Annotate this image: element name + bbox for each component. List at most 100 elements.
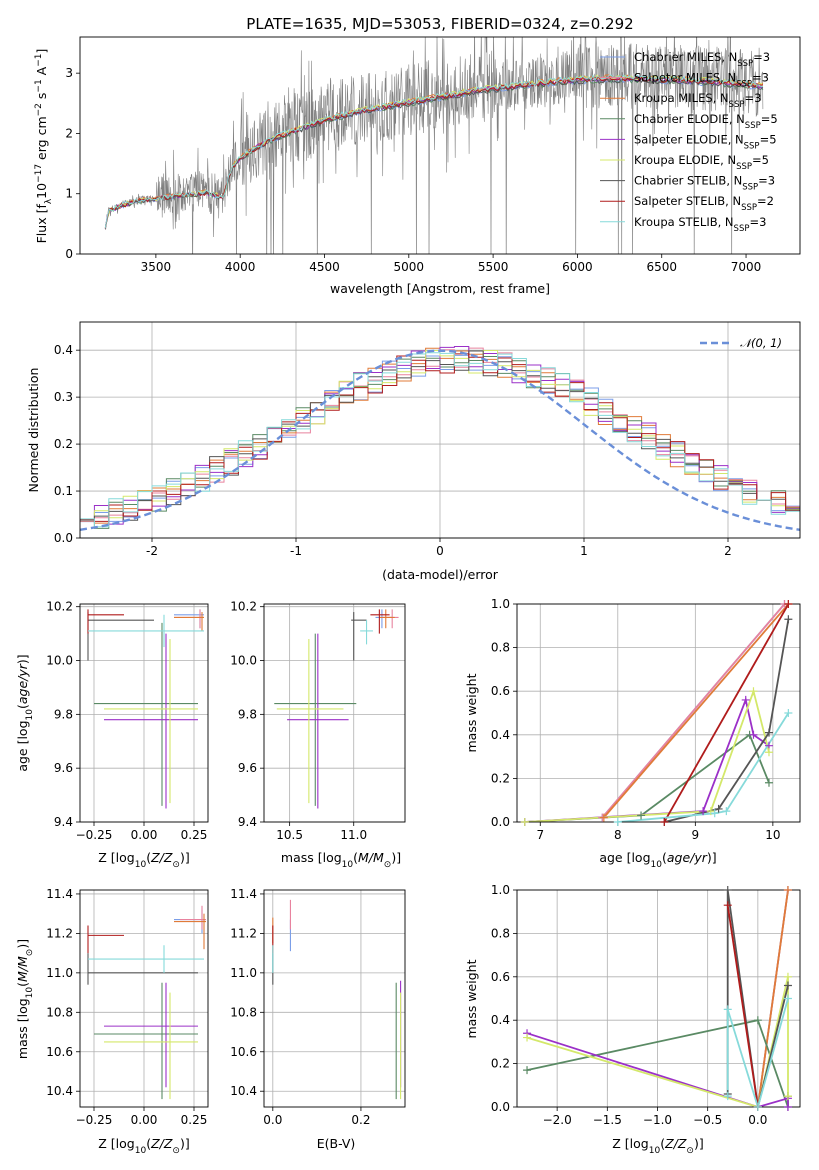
legend-entry: Salpeter STELIB, NSSP=2 <box>634 194 774 213</box>
label-part: λ <box>44 198 54 204</box>
legend-name: Chabrier STELIB, N <box>634 174 742 188</box>
y-tick-label: 0.6 <box>491 684 510 698</box>
figure-title: PLATE=1635, MJD=53053, FIBERID=0324, z=0… <box>246 15 633 33</box>
legend-sub: SSP <box>745 121 761 131</box>
series-point <box>722 807 731 816</box>
series-point <box>613 818 622 826</box>
series-point <box>723 901 732 910</box>
x-tick-label: 7 <box>536 828 544 842</box>
legend-sub: SSP <box>734 224 750 234</box>
y-tick-label: 0.8 <box>491 926 510 940</box>
series-point <box>783 981 792 990</box>
legend-sub: SSP <box>741 203 757 213</box>
legend-entry: Chabrier ELODIE, NSSP=5 <box>634 112 778 131</box>
legend-name: Salpeter STELIB, N <box>634 194 741 208</box>
x-axis-label: Z [log10(Z/Z⊙)] <box>612 1136 703 1156</box>
y-tick-label: 9.4 <box>54 815 73 829</box>
label-part: )] <box>15 939 30 949</box>
weight-vs-Z-frame <box>516 889 801 1108</box>
label-part: −1 <box>34 79 44 92</box>
label-part: ( <box>146 1136 151 1151</box>
series-point <box>723 1092 732 1101</box>
series-point <box>783 1092 792 1101</box>
mass-vs-ebv-axes: 0.0 0.2 10.4 10.6 10.8 11.0 11.2 11.4 E(B-V) <box>230 887 406 1151</box>
legend-nssp: =5 <box>760 132 777 146</box>
y-tick-label: 3 <box>65 66 73 80</box>
label-part: Z [log <box>612 1136 648 1151</box>
spectrum-data-line <box>105 37 764 254</box>
y-tick-label: 0.6 <box>491 970 510 984</box>
series-point <box>637 811 646 820</box>
y-tick-label: 0.2 <box>491 771 510 785</box>
x-tick-label: 6500 <box>646 260 677 274</box>
series-point <box>523 1066 532 1075</box>
histogram-step-line <box>80 346 800 525</box>
mass-vs-ebv-frame <box>263 889 406 1108</box>
legend-name: Kroupa STELIB, N <box>634 215 734 229</box>
series-line <box>726 905 759 1107</box>
series-point <box>741 695 750 704</box>
age-vs-mass-plot <box>274 609 399 809</box>
label-part: −2 <box>34 103 44 116</box>
x-axis-label: age [log10(age/yr)] <box>599 850 716 870</box>
label-part: ( <box>15 982 30 987</box>
x-tick-label: 1 <box>580 544 588 558</box>
y-axis-label: mass [log10(M/M⊙)] <box>15 939 35 1059</box>
label-part: Z [log <box>98 1136 134 1151</box>
series-line <box>757 890 789 1107</box>
normal-curve <box>80 349 800 531</box>
x-tick-label: 10 <box>765 828 780 842</box>
y-tick-label: 0 <box>65 247 73 261</box>
label-part: )] <box>391 850 401 865</box>
label-part: ( <box>662 850 667 865</box>
legend-name: Salpeter ELODIE, N <box>634 132 744 146</box>
legend-name: Kroupa ELODIE, N <box>634 153 736 167</box>
series-point <box>783 972 792 981</box>
series-line <box>524 688 770 822</box>
series-point <box>749 730 758 739</box>
label-part: ( <box>353 850 358 865</box>
mass-vs-ebv-plot <box>272 899 402 1100</box>
series-line <box>663 604 790 822</box>
series-point <box>710 809 719 818</box>
series-line <box>726 890 789 1107</box>
legend-entry: Kroupa ELODIE, NSSP=5 <box>634 153 769 172</box>
x-tick-label: −0.5 <box>693 1113 722 1127</box>
series-line <box>526 1032 789 1107</box>
series-line <box>664 619 790 822</box>
label-part: ⊙ <box>172 860 180 870</box>
label-part: 10 <box>135 860 147 870</box>
label-part: Flux [f <box>34 204 49 244</box>
legend-sub: SSP <box>742 183 758 193</box>
legend-nssp: =3 <box>753 50 770 64</box>
series-point <box>784 615 793 624</box>
label-part: ⊙ <box>25 949 35 957</box>
y-tick-label: 0.4 <box>491 728 510 742</box>
x-tick-label: 5500 <box>478 260 509 274</box>
residual-hist-plot <box>80 346 800 531</box>
y-axis-label: mass weight <box>464 673 479 752</box>
spectrum-axes: 3500 4000 4500 5000 5500 6000 6500 7000 0 1 2 3 wave… <box>34 36 801 296</box>
weight-vs-age-plot <box>524 604 790 822</box>
x-axis-label: (data-model)/error <box>382 567 499 582</box>
y-tick-label: 10.6 <box>230 1045 257 1059</box>
series-line <box>603 604 790 819</box>
label-part: age [log <box>15 720 30 771</box>
y-tick-label: 2 <box>65 126 73 140</box>
y-axis-label: Normed distribution <box>26 368 41 493</box>
y-tick-label: 10.2 <box>46 600 73 614</box>
legend-nssp: =3 <box>758 174 775 188</box>
y-tick-label: 0.0 <box>491 815 510 829</box>
label-part: )] <box>694 1136 704 1151</box>
series-line <box>526 976 789 1107</box>
age-vs-mass-axes: 10.5 11.0 9.4 9.6 9.8 10.0 10.2 mass [log10(M/M… <box>230 600 406 870</box>
y-tick-label: 0.4 <box>491 1013 510 1027</box>
legend-name: Chabrier ELODIE, N <box>634 112 745 126</box>
y-tick-label: 1.0 <box>491 597 510 611</box>
label-part: Z [log <box>98 850 134 865</box>
legend-name: Chabrier MILES, N <box>634 50 737 64</box>
weight-vs-age-frame <box>516 603 801 823</box>
x-tick-label: −0.25 <box>76 1113 113 1127</box>
series-point <box>599 813 608 822</box>
